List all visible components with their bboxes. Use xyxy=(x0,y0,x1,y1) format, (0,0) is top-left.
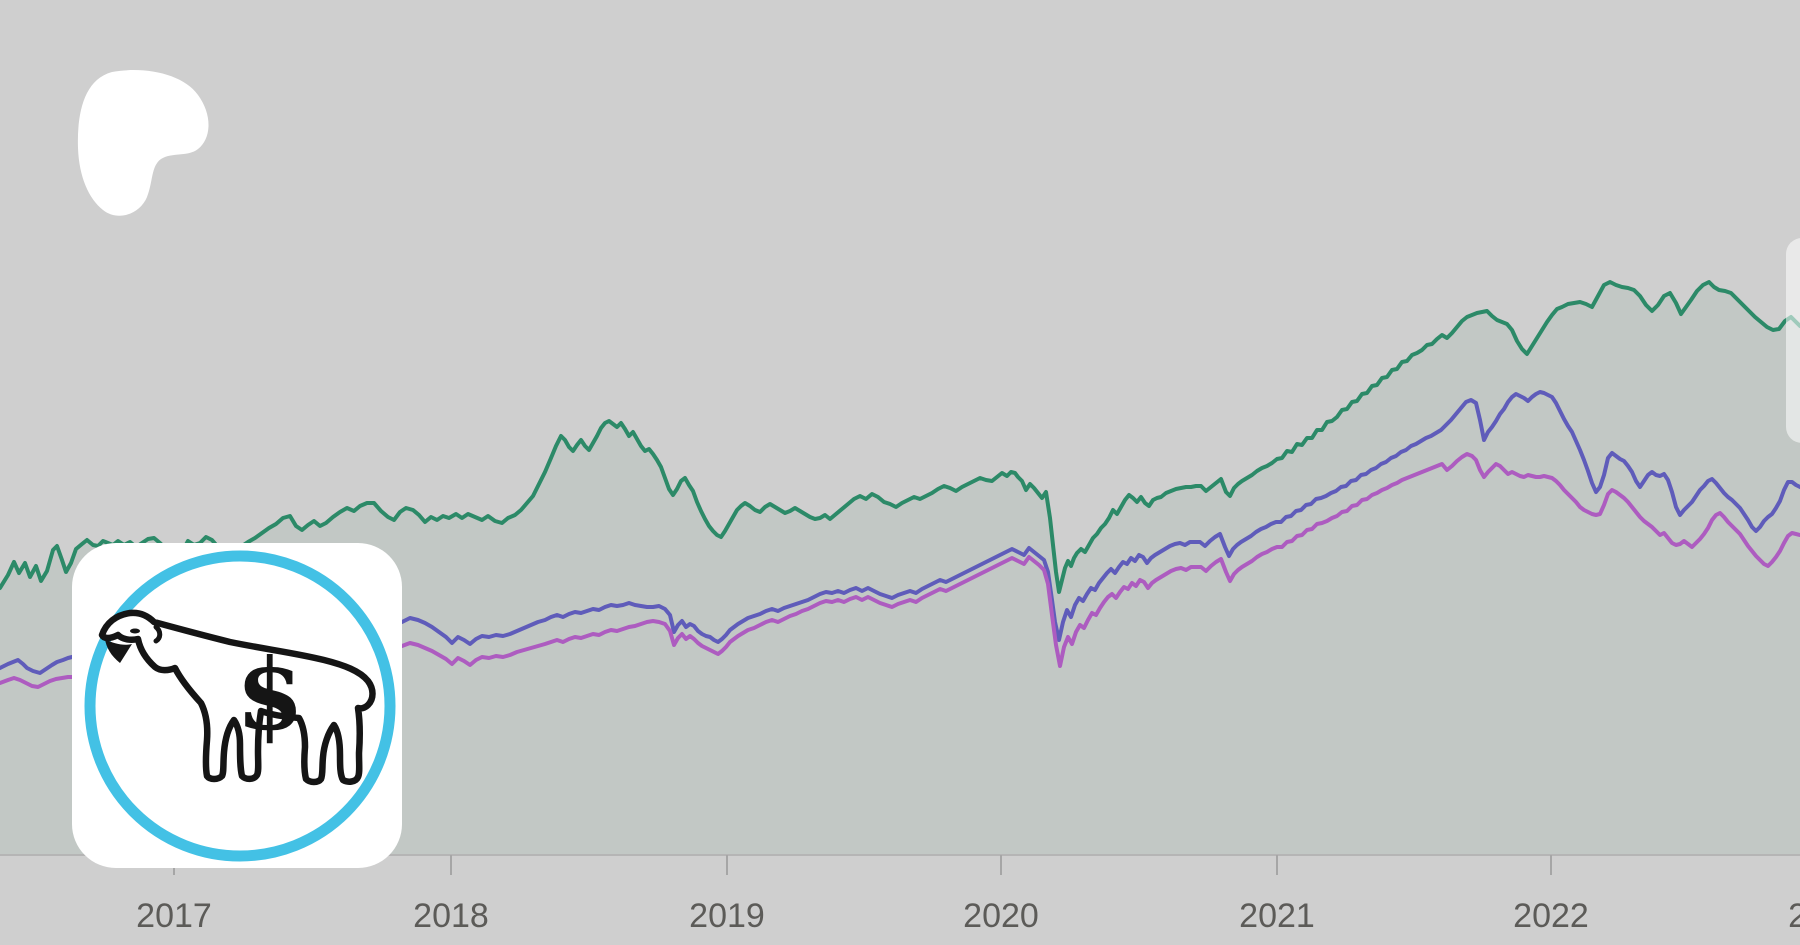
series-indigo xyxy=(0,390,1800,675)
series-green-area xyxy=(0,282,1800,855)
x-axis-label: 2017 xyxy=(136,897,212,935)
bear-body-outline xyxy=(98,609,376,786)
bear-eye xyxy=(130,628,140,634)
avatar: $ xyxy=(72,543,402,868)
bear-mouth xyxy=(105,639,132,663)
x-axis-label: 2018 xyxy=(413,897,489,935)
x-axis-label: 2020 xyxy=(963,897,1039,935)
series-purple xyxy=(0,452,1800,689)
x-axis-label: 2019 xyxy=(689,897,765,935)
patreon-logo-icon xyxy=(77,70,209,216)
dollar-sign: $ xyxy=(236,638,304,753)
x-axis-label: 2023 xyxy=(1788,897,1800,935)
x-axis-label: 2022 xyxy=(1513,897,1589,935)
bear-ear xyxy=(153,624,163,644)
panel-edge-card xyxy=(1786,238,1800,443)
polar-bear-logo: $ xyxy=(84,550,396,862)
series-green xyxy=(0,280,1800,594)
bear-icon: $ xyxy=(98,609,376,786)
patreon-blob-shape xyxy=(77,70,209,216)
x-axis-label: 2021 xyxy=(1239,897,1315,935)
